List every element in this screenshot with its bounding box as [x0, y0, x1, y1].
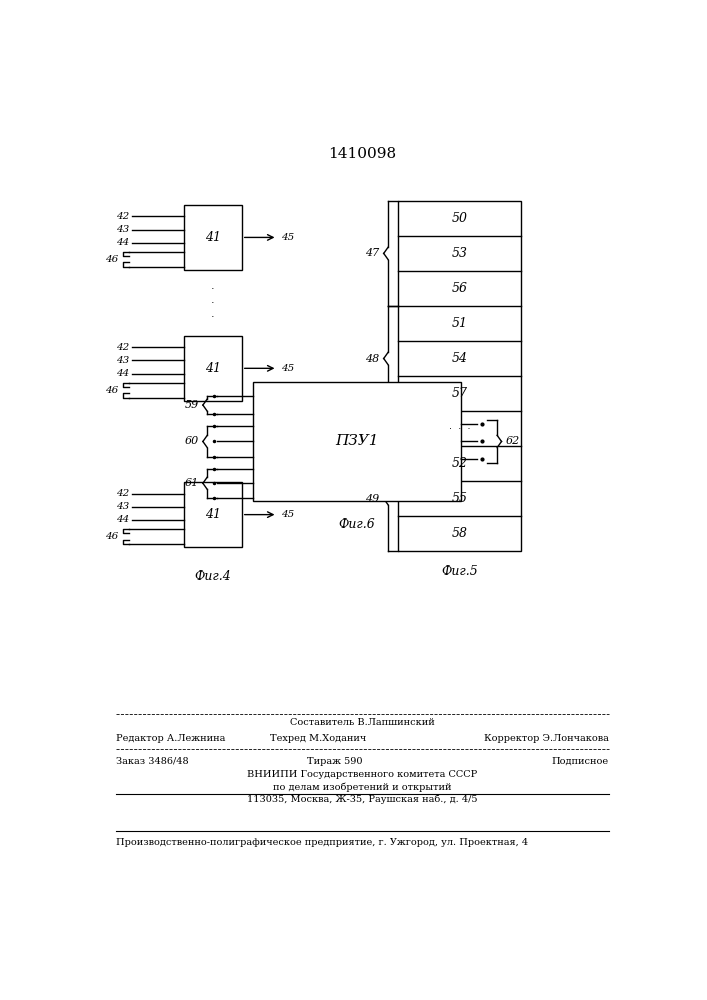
Bar [185, 482, 242, 547]
Text: 41: 41 [205, 508, 221, 521]
Text: 52: 52 [452, 457, 467, 470]
Text: 113035, Москва, Ж-35, Раушская наб., д. 4/5: 113035, Москва, Ж-35, Раушская наб., д. … [247, 795, 478, 804]
Text: 46: 46 [105, 255, 119, 264]
Text: 51: 51 [452, 317, 467, 330]
Text: 57: 57 [452, 387, 467, 400]
Text: 61: 61 [185, 478, 199, 488]
Text: 41: 41 [205, 362, 221, 375]
Text: 48: 48 [365, 354, 380, 364]
Text: 43: 43 [116, 356, 129, 365]
Text: 59: 59 [185, 400, 199, 410]
Text: Тираж 590: Тираж 590 [307, 757, 363, 766]
Text: 1410098: 1410098 [328, 147, 397, 161]
Text: 45: 45 [281, 233, 295, 242]
Text: 58: 58 [452, 527, 467, 540]
Bar [253, 382, 461, 501]
Text: Заказ 3486/48: Заказ 3486/48 [116, 757, 188, 766]
Text: 43: 43 [116, 502, 129, 511]
Text: ПЗУ1: ПЗУ1 [335, 434, 379, 448]
Text: Фиг.4: Фиг.4 [194, 570, 231, 583]
Text: 42: 42 [116, 212, 129, 221]
Text: 62: 62 [506, 436, 520, 446]
Text: Производственно-полиграфическое предприятие, г. Ужгород, ул. Проектная, 4: Производственно-полиграфическое предприя… [116, 838, 528, 847]
Text: 45: 45 [281, 510, 295, 519]
Text: 60: 60 [185, 436, 199, 446]
Bar [185, 336, 242, 401]
Bar [398, 201, 521, 551]
Text: 49: 49 [365, 494, 380, 504]
Text: ВНИИПИ Государственного комитета СССР: ВНИИПИ Государственного комитета СССР [247, 770, 477, 779]
Text: 46: 46 [105, 532, 119, 541]
Text: 55: 55 [452, 492, 467, 505]
Text: 53: 53 [452, 247, 467, 260]
Text: 54: 54 [452, 352, 467, 365]
Text: 56: 56 [452, 282, 467, 295]
Text: по делам изобретений и открытий: по делам изобретений и открытий [273, 782, 452, 792]
Text: Фиг.5: Фиг.5 [441, 565, 478, 578]
Text: ·
·
·: · · · [211, 284, 215, 322]
Text: Корректор Э.Лончакова: Корректор Э.Лончакова [484, 734, 609, 743]
Text: 50: 50 [452, 212, 467, 225]
Text: 46: 46 [105, 386, 119, 395]
Text: 47: 47 [365, 248, 380, 258]
Bar [185, 205, 242, 270]
Text: 43: 43 [116, 225, 129, 234]
Text: 44: 44 [116, 369, 129, 378]
Text: Составитель В.Лапшинский: Составитель В.Лапшинский [290, 718, 435, 727]
Text: 42: 42 [116, 489, 129, 498]
Text: 45: 45 [281, 364, 295, 373]
Text: Подписное: Подписное [551, 757, 609, 766]
Text: 44: 44 [116, 238, 129, 247]
Text: 41: 41 [205, 231, 221, 244]
Text: Фиг.6: Фиг.6 [339, 518, 375, 531]
Text: 44: 44 [116, 515, 129, 524]
Text: Редактор А.Лежнина: Редактор А.Лежнина [116, 734, 225, 743]
Text: 42: 42 [116, 343, 129, 352]
Text: ·  ·  ·: · · · [449, 424, 470, 434]
Text: Техред М.Ходанич: Техред М.Ходанич [270, 734, 367, 743]
